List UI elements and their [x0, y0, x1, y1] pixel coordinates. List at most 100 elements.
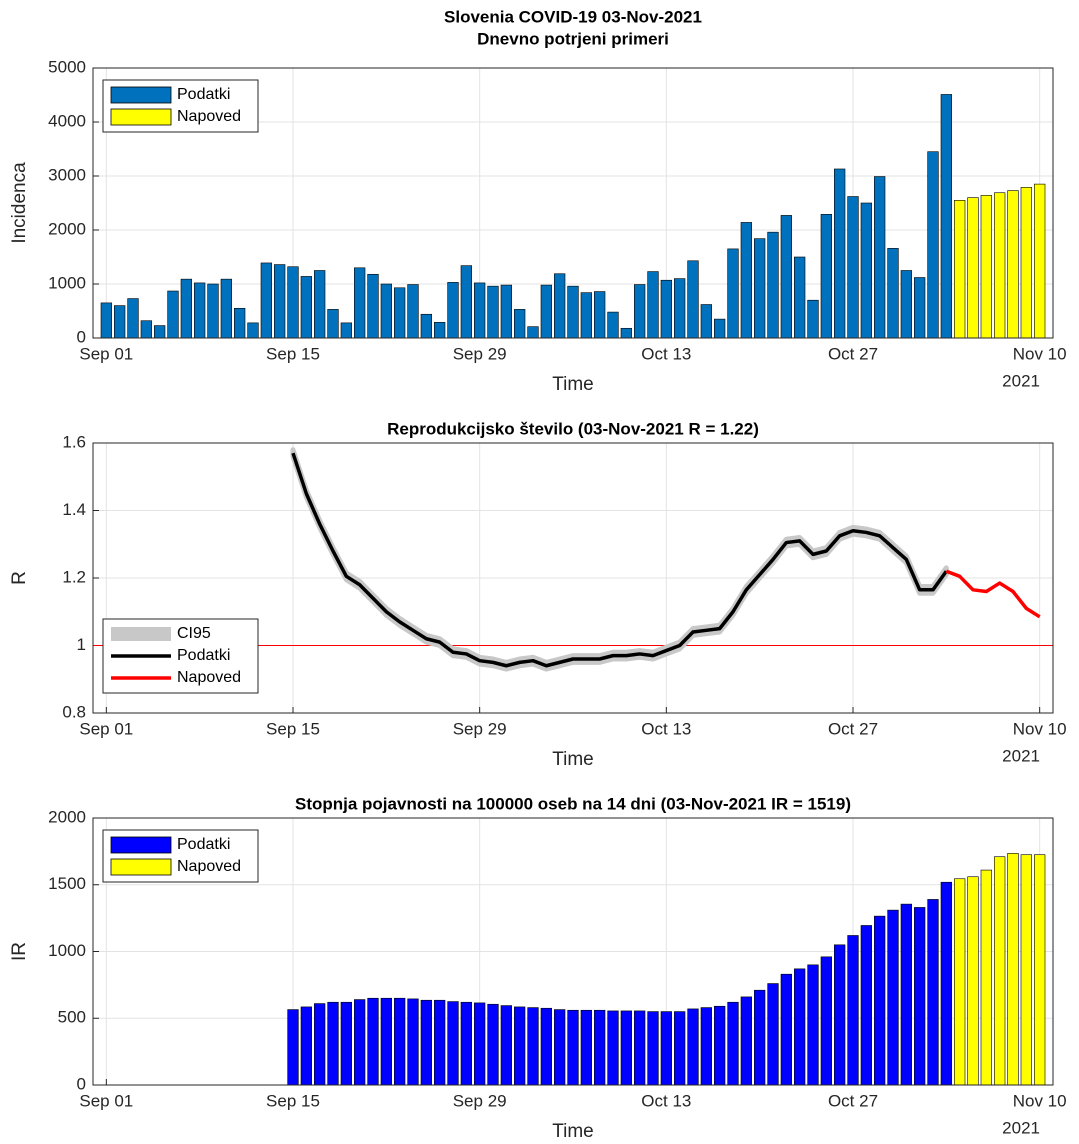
bar — [807, 299, 819, 339]
bar — [274, 264, 286, 339]
x-tick-label: Nov 10 — [1013, 719, 1067, 738]
bar — [874, 176, 886, 339]
bar — [114, 305, 126, 339]
bar — [474, 282, 486, 339]
bar — [1007, 853, 1019, 1086]
bar — [607, 1010, 619, 1086]
bar — [887, 248, 899, 339]
legend-label: Napoved — [177, 108, 241, 125]
x-tick-label: Sep 01 — [79, 1091, 133, 1110]
y-tick-label: 1.4 — [62, 500, 86, 519]
bar — [900, 270, 912, 339]
bar — [327, 1001, 339, 1086]
y-tick-label: 1000 — [48, 941, 86, 960]
x-tick-label: Nov 10 — [1013, 1091, 1067, 1110]
bar — [594, 291, 606, 339]
bar — [1007, 190, 1019, 339]
bar — [260, 262, 272, 339]
bar — [700, 1007, 712, 1086]
bar — [314, 270, 326, 339]
bar — [340, 322, 352, 339]
bar — [807, 964, 819, 1086]
bar — [474, 1002, 486, 1086]
bar — [207, 283, 219, 339]
bar — [354, 267, 366, 339]
bar — [380, 283, 392, 339]
bar — [527, 326, 539, 339]
bar — [794, 256, 806, 339]
bar — [394, 997, 406, 1086]
subplot: Slovenia COVID-19 03-Nov-2021 Dnevno potr… — [9, 7, 1067, 395]
x-axis-label: Time — [552, 374, 594, 395]
bar — [834, 168, 846, 339]
legend-swatch — [111, 627, 171, 641]
bar — [287, 266, 299, 339]
x-axis-year: 2021 — [1002, 1118, 1040, 1137]
chart-title: Slovenia COVID-19 03-Nov-2021 — [444, 7, 702, 26]
bar — [634, 284, 646, 339]
bar — [327, 309, 339, 339]
bar — [300, 1006, 312, 1086]
line — [945, 569, 1041, 619]
x-tick-label: Sep 15 — [266, 719, 320, 738]
bar — [767, 231, 779, 339]
bar — [607, 311, 619, 339]
bar — [540, 1007, 552, 1086]
bar — [940, 94, 952, 339]
bar — [487, 1003, 499, 1086]
y-tick-label: 0 — [77, 1074, 86, 1093]
bar — [847, 196, 859, 339]
bar — [487, 285, 499, 339]
y-tick-label: 2000 — [48, 807, 86, 826]
bar — [527, 1007, 539, 1086]
bar — [460, 265, 472, 339]
x-tick-label: Oct 13 — [641, 344, 691, 363]
subplot: Reprodukcijsko število (03-Nov-2021 R = … — [9, 419, 1067, 770]
bar — [540, 284, 552, 339]
bar — [514, 309, 526, 339]
x-tick-label: Sep 29 — [453, 719, 507, 738]
chart-subtitle: Dnevno potrjeni primeri — [477, 29, 669, 48]
y-tick-label: 0.8 — [62, 702, 86, 721]
bar — [1020, 187, 1032, 339]
bar — [420, 313, 432, 339]
bar — [700, 304, 712, 339]
legend: CI95 Podatki Napoved — [102, 618, 259, 694]
legend-label: Napoved — [177, 858, 241, 875]
x-tick-label: Oct 27 — [828, 719, 878, 738]
bar — [367, 997, 379, 1086]
y-tick-label: 4000 — [48, 111, 86, 130]
legend: Podatki Napoved — [102, 79, 259, 133]
x-axis-label: Time — [552, 1121, 594, 1142]
bar — [887, 909, 899, 1086]
bar — [740, 222, 752, 339]
bar — [927, 151, 939, 339]
y-tick-label: 1 — [77, 635, 86, 654]
y-tick-label: 3000 — [48, 165, 86, 184]
bar — [620, 327, 632, 339]
bar — [247, 322, 259, 339]
bar — [434, 322, 446, 339]
x-tick-label: Oct 27 — [828, 1091, 878, 1110]
bar — [967, 876, 979, 1086]
bar — [167, 290, 179, 339]
bar — [794, 968, 806, 1086]
bar — [447, 282, 459, 339]
bar — [460, 1001, 472, 1086]
bar — [500, 1005, 512, 1086]
x-tick-label: Nov 10 — [1013, 344, 1067, 363]
bar — [820, 214, 832, 339]
x-tick-label: Oct 13 — [641, 1091, 691, 1110]
bar — [127, 298, 139, 339]
chart-title: Reprodukcijsko število (03-Nov-2021 R = … — [387, 419, 759, 438]
legend-swatch — [110, 108, 172, 126]
subplot: Stopnja pojavnosti na 100000 oseb na 14 … — [9, 794, 1067, 1142]
bar — [180, 278, 192, 339]
bar — [767, 983, 779, 1086]
axes-box — [92, 67, 1054, 339]
y-tick-label: 5000 — [48, 57, 86, 76]
bar — [927, 899, 939, 1086]
bar — [727, 1001, 739, 1086]
